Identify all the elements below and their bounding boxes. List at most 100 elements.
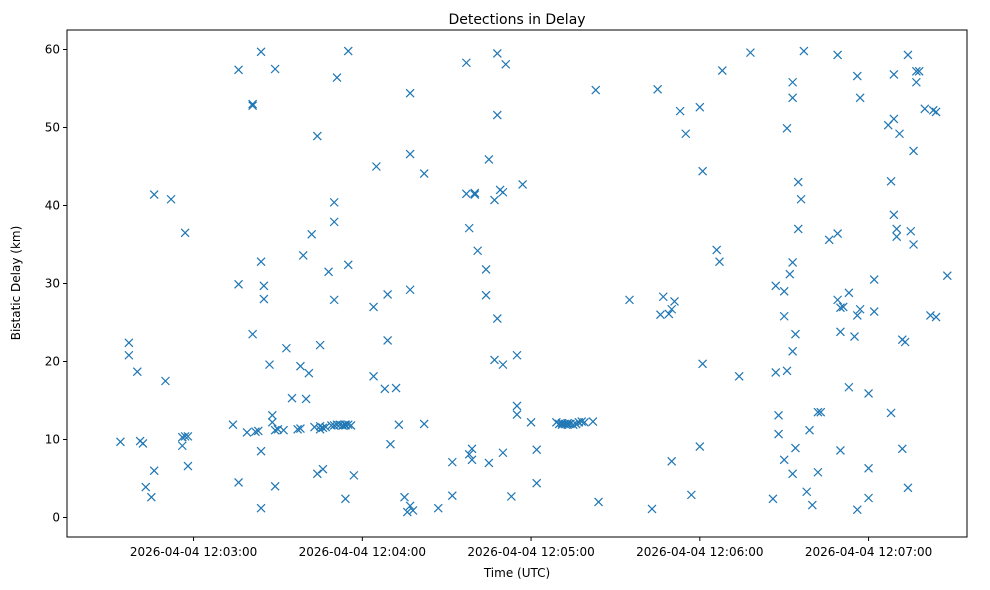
data-point xyxy=(909,146,918,156)
data-point xyxy=(402,507,412,517)
data-point xyxy=(177,441,187,451)
data-point xyxy=(293,424,303,434)
data-point xyxy=(470,190,480,200)
data-point xyxy=(315,424,325,434)
data-point xyxy=(321,422,331,432)
data-point xyxy=(852,71,862,81)
data-point xyxy=(287,393,297,403)
data-point xyxy=(788,93,798,103)
data-point xyxy=(149,466,159,476)
data-point xyxy=(931,107,941,117)
y-tick-label: 10 xyxy=(45,433,60,447)
data-point xyxy=(852,505,862,515)
data-point xyxy=(467,455,477,465)
data-point xyxy=(698,359,708,369)
data-point xyxy=(141,482,151,492)
y-axis-ticks: 0 10 20 30 40 50 60 xyxy=(45,43,67,525)
data-point xyxy=(498,187,508,197)
data-point xyxy=(383,336,393,345)
data-point xyxy=(768,494,778,504)
data-point xyxy=(400,492,409,502)
data-point xyxy=(149,190,159,200)
data-point xyxy=(512,401,522,411)
data-point xyxy=(889,114,899,124)
data-point xyxy=(588,417,598,426)
data-point xyxy=(380,384,390,394)
data-point xyxy=(889,210,899,220)
data-point xyxy=(518,180,528,189)
data-point xyxy=(405,88,415,98)
data-point xyxy=(256,503,266,513)
data-point xyxy=(903,50,913,60)
data-point xyxy=(771,281,781,291)
data-point xyxy=(568,420,578,430)
data-point xyxy=(532,478,542,488)
data-point xyxy=(332,73,342,83)
data-point xyxy=(813,467,823,477)
data-point xyxy=(324,267,333,277)
data-point xyxy=(532,445,542,455)
plot-frame xyxy=(66,29,968,538)
y-tick-label: 50 xyxy=(45,121,60,135)
data-point xyxy=(228,420,238,430)
data-point xyxy=(248,329,258,339)
data-point xyxy=(242,428,252,437)
data-point xyxy=(836,327,845,337)
data-point xyxy=(886,408,896,418)
data-point xyxy=(864,463,873,473)
data-point xyxy=(695,102,705,112)
data-point xyxy=(481,290,491,300)
chart-title: Detections in Delay xyxy=(448,12,585,28)
data-point xyxy=(799,46,809,56)
data-point xyxy=(909,240,918,249)
data-point xyxy=(329,295,339,305)
data-point xyxy=(889,70,899,79)
data-point xyxy=(447,457,457,467)
data-point xyxy=(447,491,457,501)
data-point xyxy=(315,340,325,350)
data-point xyxy=(594,497,603,507)
data-point xyxy=(253,426,263,436)
data-point xyxy=(116,437,125,447)
data-point xyxy=(124,338,134,348)
data-point xyxy=(369,302,378,312)
data-point xyxy=(279,425,288,435)
data-point xyxy=(807,500,817,510)
data-point xyxy=(746,48,755,58)
data-point xyxy=(391,383,401,393)
data-point xyxy=(695,442,705,451)
data-point xyxy=(782,123,792,133)
data-point xyxy=(270,481,280,491)
data-point xyxy=(816,407,826,417)
data-point xyxy=(897,444,907,454)
data-point xyxy=(501,59,511,69)
data-point xyxy=(386,439,395,449)
data-point xyxy=(686,490,696,500)
y-tick-label: 60 xyxy=(45,43,60,57)
data-point xyxy=(318,464,328,474)
data-point xyxy=(296,424,305,434)
data-point xyxy=(512,350,522,360)
data-points xyxy=(116,46,952,517)
data-point xyxy=(138,438,148,448)
x-tick-label: 2026-04-04 12:07:00 xyxy=(805,545,932,559)
data-point xyxy=(667,304,677,314)
data-point xyxy=(256,446,266,456)
data-point xyxy=(771,367,781,377)
data-point xyxy=(836,445,845,455)
data-point xyxy=(793,177,803,187)
data-point xyxy=(329,197,339,207)
data-point xyxy=(779,311,789,321)
x-tick-label: 2026-04-04 12:06:00 xyxy=(636,545,763,559)
data-point xyxy=(892,224,902,234)
data-point xyxy=(492,314,502,324)
data-point xyxy=(712,245,722,255)
data-point xyxy=(281,343,291,353)
data-point xyxy=(161,376,170,386)
data-point xyxy=(481,265,491,274)
data-point xyxy=(734,371,744,381)
data-point xyxy=(900,337,910,347)
data-point xyxy=(405,149,415,159)
data-point xyxy=(844,288,854,298)
data-point xyxy=(647,504,657,514)
